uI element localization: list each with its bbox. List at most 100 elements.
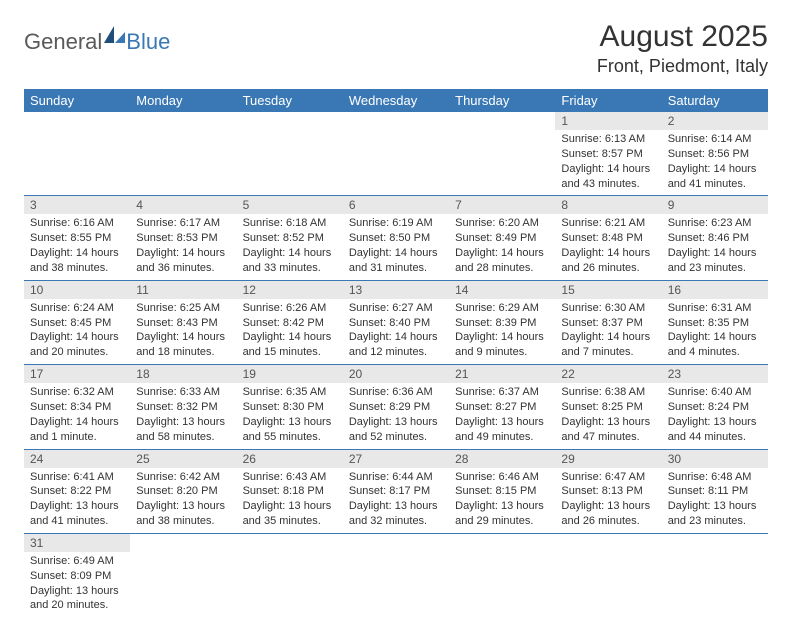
day-number: 24 [24,450,130,468]
daylight-text: Daylight: 14 hours and 28 minutes. [455,246,549,276]
daylight-text: Daylight: 14 hours and 36 minutes. [136,246,230,276]
month-year: August 2025 [597,20,768,54]
calendar-cell: 14Sunrise: 6:29 AMSunset: 8:39 PMDayligh… [449,280,555,364]
calendar-week-row: 1Sunrise: 6:13 AMSunset: 8:57 PMDaylight… [24,112,768,196]
day-number: 16 [662,281,768,299]
daylight-text: Daylight: 13 hours and 29 minutes. [455,499,549,529]
calendar-cell: 21Sunrise: 6:37 AMSunset: 8:27 PMDayligh… [449,365,555,449]
day-details: Sunrise: 6:25 AMSunset: 8:43 PMDaylight:… [130,299,236,364]
calendar-cell: 24Sunrise: 6:41 AMSunset: 8:22 PMDayligh… [24,449,130,533]
day-details: Sunrise: 6:41 AMSunset: 8:22 PMDaylight:… [24,468,130,533]
day-details: Sunrise: 6:16 AMSunset: 8:55 PMDaylight:… [24,214,130,279]
calendar-cell: 4Sunrise: 6:17 AMSunset: 8:53 PMDaylight… [130,196,236,280]
sunrise-text: Sunrise: 6:35 AM [243,385,337,400]
sunrise-text: Sunrise: 6:46 AM [455,470,549,485]
daylight-text: Daylight: 13 hours and 44 minutes. [668,415,762,445]
day-number: 23 [662,365,768,383]
daylight-text: Daylight: 14 hours and 9 minutes. [455,330,549,360]
header: General Blue August 2025 Front, Piedmont… [24,20,768,77]
sunrise-text: Sunrise: 6:36 AM [349,385,443,400]
daylight-text: Daylight: 14 hours and 1 minute. [30,415,124,445]
day-number: 14 [449,281,555,299]
sunrise-text: Sunrise: 6:30 AM [561,301,655,316]
sunset-text: Sunset: 8:17 PM [349,484,443,499]
sunset-text: Sunset: 8:56 PM [668,147,762,162]
calendar-cell: 19Sunrise: 6:35 AMSunset: 8:30 PMDayligh… [237,365,343,449]
sunrise-text: Sunrise: 6:13 AM [561,132,655,147]
daylight-text: Daylight: 13 hours and 49 minutes. [455,415,549,445]
sunset-text: Sunset: 8:35 PM [668,316,762,331]
sunrise-text: Sunrise: 6:25 AM [136,301,230,316]
sunset-text: Sunset: 8:34 PM [30,400,124,415]
sunset-text: Sunset: 8:49 PM [455,231,549,246]
calendar-cell: 11Sunrise: 6:25 AMSunset: 8:43 PMDayligh… [130,280,236,364]
location: Front, Piedmont, Italy [597,56,768,77]
day-details: Sunrise: 6:13 AMSunset: 8:57 PMDaylight:… [555,130,661,195]
calendar-cell: 7Sunrise: 6:20 AMSunset: 8:49 PMDaylight… [449,196,555,280]
calendar-cell [555,533,661,617]
calendar-table: SundayMondayTuesdayWednesdayThursdayFrid… [24,89,768,617]
sunset-text: Sunset: 8:52 PM [243,231,337,246]
calendar-week-row: 17Sunrise: 6:32 AMSunset: 8:34 PMDayligh… [24,365,768,449]
sunrise-text: Sunrise: 6:24 AM [30,301,124,316]
title-block: August 2025 Front, Piedmont, Italy [597,20,768,77]
day-number: 17 [24,365,130,383]
sunset-text: Sunset: 8:25 PM [561,400,655,415]
sunset-text: Sunset: 8:45 PM [30,316,124,331]
day-number: 5 [237,196,343,214]
calendar-cell: 31Sunrise: 6:49 AMSunset: 8:09 PMDayligh… [24,533,130,617]
calendar-cell: 29Sunrise: 6:47 AMSunset: 8:13 PMDayligh… [555,449,661,533]
day-details: Sunrise: 6:14 AMSunset: 8:56 PMDaylight:… [662,130,768,195]
logo-text-general: General [24,29,102,55]
sunset-text: Sunset: 8:30 PM [243,400,337,415]
calendar-cell [343,533,449,617]
day-details: Sunrise: 6:49 AMSunset: 8:09 PMDaylight:… [24,552,130,617]
calendar-cell: 27Sunrise: 6:44 AMSunset: 8:17 PMDayligh… [343,449,449,533]
calendar-cell: 3Sunrise: 6:16 AMSunset: 8:55 PMDaylight… [24,196,130,280]
sunset-text: Sunset: 8:40 PM [349,316,443,331]
daylight-text: Daylight: 13 hours and 38 minutes. [136,499,230,529]
calendar-cell [237,112,343,196]
day-details: Sunrise: 6:29 AMSunset: 8:39 PMDaylight:… [449,299,555,364]
sunrise-text: Sunrise: 6:16 AM [30,216,124,231]
calendar-cell [662,533,768,617]
sunset-text: Sunset: 8:24 PM [668,400,762,415]
calendar-cell: 8Sunrise: 6:21 AMSunset: 8:48 PMDaylight… [555,196,661,280]
weekday-header: Thursday [449,89,555,112]
sunrise-text: Sunrise: 6:14 AM [668,132,762,147]
day-number: 21 [449,365,555,383]
sunset-text: Sunset: 8:09 PM [30,569,124,584]
day-details: Sunrise: 6:31 AMSunset: 8:35 PMDaylight:… [662,299,768,364]
calendar-cell: 13Sunrise: 6:27 AMSunset: 8:40 PMDayligh… [343,280,449,364]
day-number: 18 [130,365,236,383]
day-details: Sunrise: 6:24 AMSunset: 8:45 PMDaylight:… [24,299,130,364]
sunrise-text: Sunrise: 6:43 AM [243,470,337,485]
day-details: Sunrise: 6:33 AMSunset: 8:32 PMDaylight:… [130,383,236,448]
sunset-text: Sunset: 8:20 PM [136,484,230,499]
daylight-text: Daylight: 13 hours and 52 minutes. [349,415,443,445]
daylight-text: Daylight: 13 hours and 47 minutes. [561,415,655,445]
sunset-text: Sunset: 8:32 PM [136,400,230,415]
daylight-text: Daylight: 13 hours and 20 minutes. [30,584,124,614]
sunrise-text: Sunrise: 6:23 AM [668,216,762,231]
sunrise-text: Sunrise: 6:31 AM [668,301,762,316]
day-number: 8 [555,196,661,214]
weekday-header: Tuesday [237,89,343,112]
calendar-cell [130,112,236,196]
day-details: Sunrise: 6:30 AMSunset: 8:37 PMDaylight:… [555,299,661,364]
logo-text-blue: Blue [126,29,170,55]
day-number: 31 [24,534,130,552]
day-details: Sunrise: 6:43 AMSunset: 8:18 PMDaylight:… [237,468,343,533]
weekday-header: Sunday [24,89,130,112]
calendar-cell: 20Sunrise: 6:36 AMSunset: 8:29 PMDayligh… [343,365,449,449]
daylight-text: Daylight: 14 hours and 23 minutes. [668,246,762,276]
sunset-text: Sunset: 8:27 PM [455,400,549,415]
calendar-cell [449,533,555,617]
calendar-cell: 15Sunrise: 6:30 AMSunset: 8:37 PMDayligh… [555,280,661,364]
day-number: 13 [343,281,449,299]
day-number: 6 [343,196,449,214]
sunset-text: Sunset: 8:50 PM [349,231,443,246]
day-details: Sunrise: 6:38 AMSunset: 8:25 PMDaylight:… [555,383,661,448]
daylight-text: Daylight: 14 hours and 7 minutes. [561,330,655,360]
day-details: Sunrise: 6:47 AMSunset: 8:13 PMDaylight:… [555,468,661,533]
